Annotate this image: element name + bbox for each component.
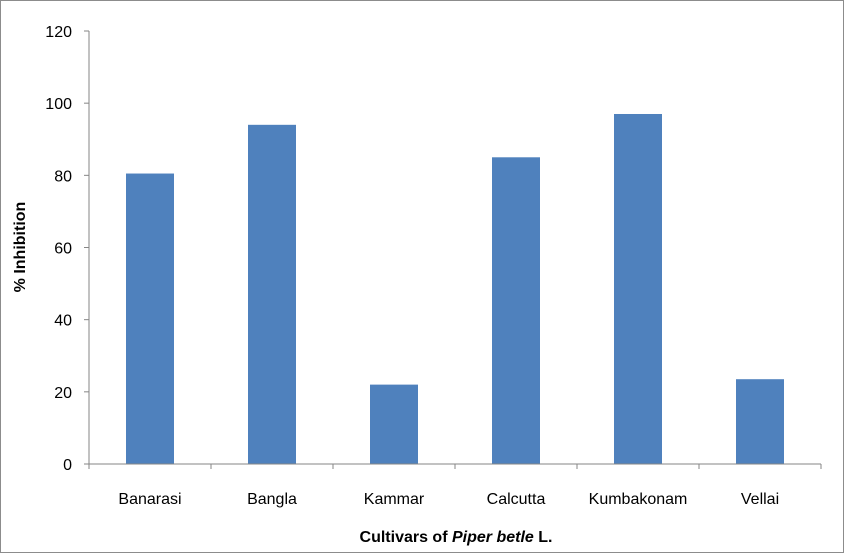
y-tick-label: 80 xyxy=(54,168,72,185)
y-tick-label: 60 xyxy=(54,241,72,258)
bar-bangla xyxy=(248,124,296,465)
y-tick-label: 120 xyxy=(45,24,72,41)
y-tick-label: 40 xyxy=(54,313,72,330)
y-axis-title: % Inhibition xyxy=(12,202,29,293)
bar-series xyxy=(126,113,784,465)
x-axis-title-species: Piper betle xyxy=(452,529,534,546)
y-axis-ticks: 0 20 40 60 80 100 120 xyxy=(45,24,89,474)
bar-vellai xyxy=(736,379,784,464)
x-tick-label-bangla: Bangla xyxy=(247,491,297,508)
x-axis-ticks: Banarasi Bangla Kammar Calcutta Kumbakonam Ve… xyxy=(88,464,822,508)
bar-kumbakonam xyxy=(614,113,662,464)
x-tick-label-banarasi: Banarasi xyxy=(118,491,181,508)
y-tick-label: 20 xyxy=(54,385,72,402)
x-tick-label-kumbakonam: Kumbakonam xyxy=(589,491,688,508)
bar-calcutta xyxy=(492,157,540,464)
x-tick-label-vellai: Vellai xyxy=(741,491,779,508)
bar-banarasi xyxy=(126,173,174,464)
y-tick-label: 100 xyxy=(45,96,72,113)
y-tick-label: 0 xyxy=(63,457,72,474)
x-tick-label-kammar: Kammar xyxy=(364,491,425,508)
x-tick-label-calcutta: Calcutta xyxy=(487,491,546,508)
x-axis-title-prefix: Cultivars of xyxy=(360,529,452,546)
x-axis-title: Cultivars of Piper betle L. xyxy=(360,529,553,546)
bar-kammar xyxy=(370,384,418,464)
x-axis-title-suffix: L. xyxy=(534,529,553,546)
